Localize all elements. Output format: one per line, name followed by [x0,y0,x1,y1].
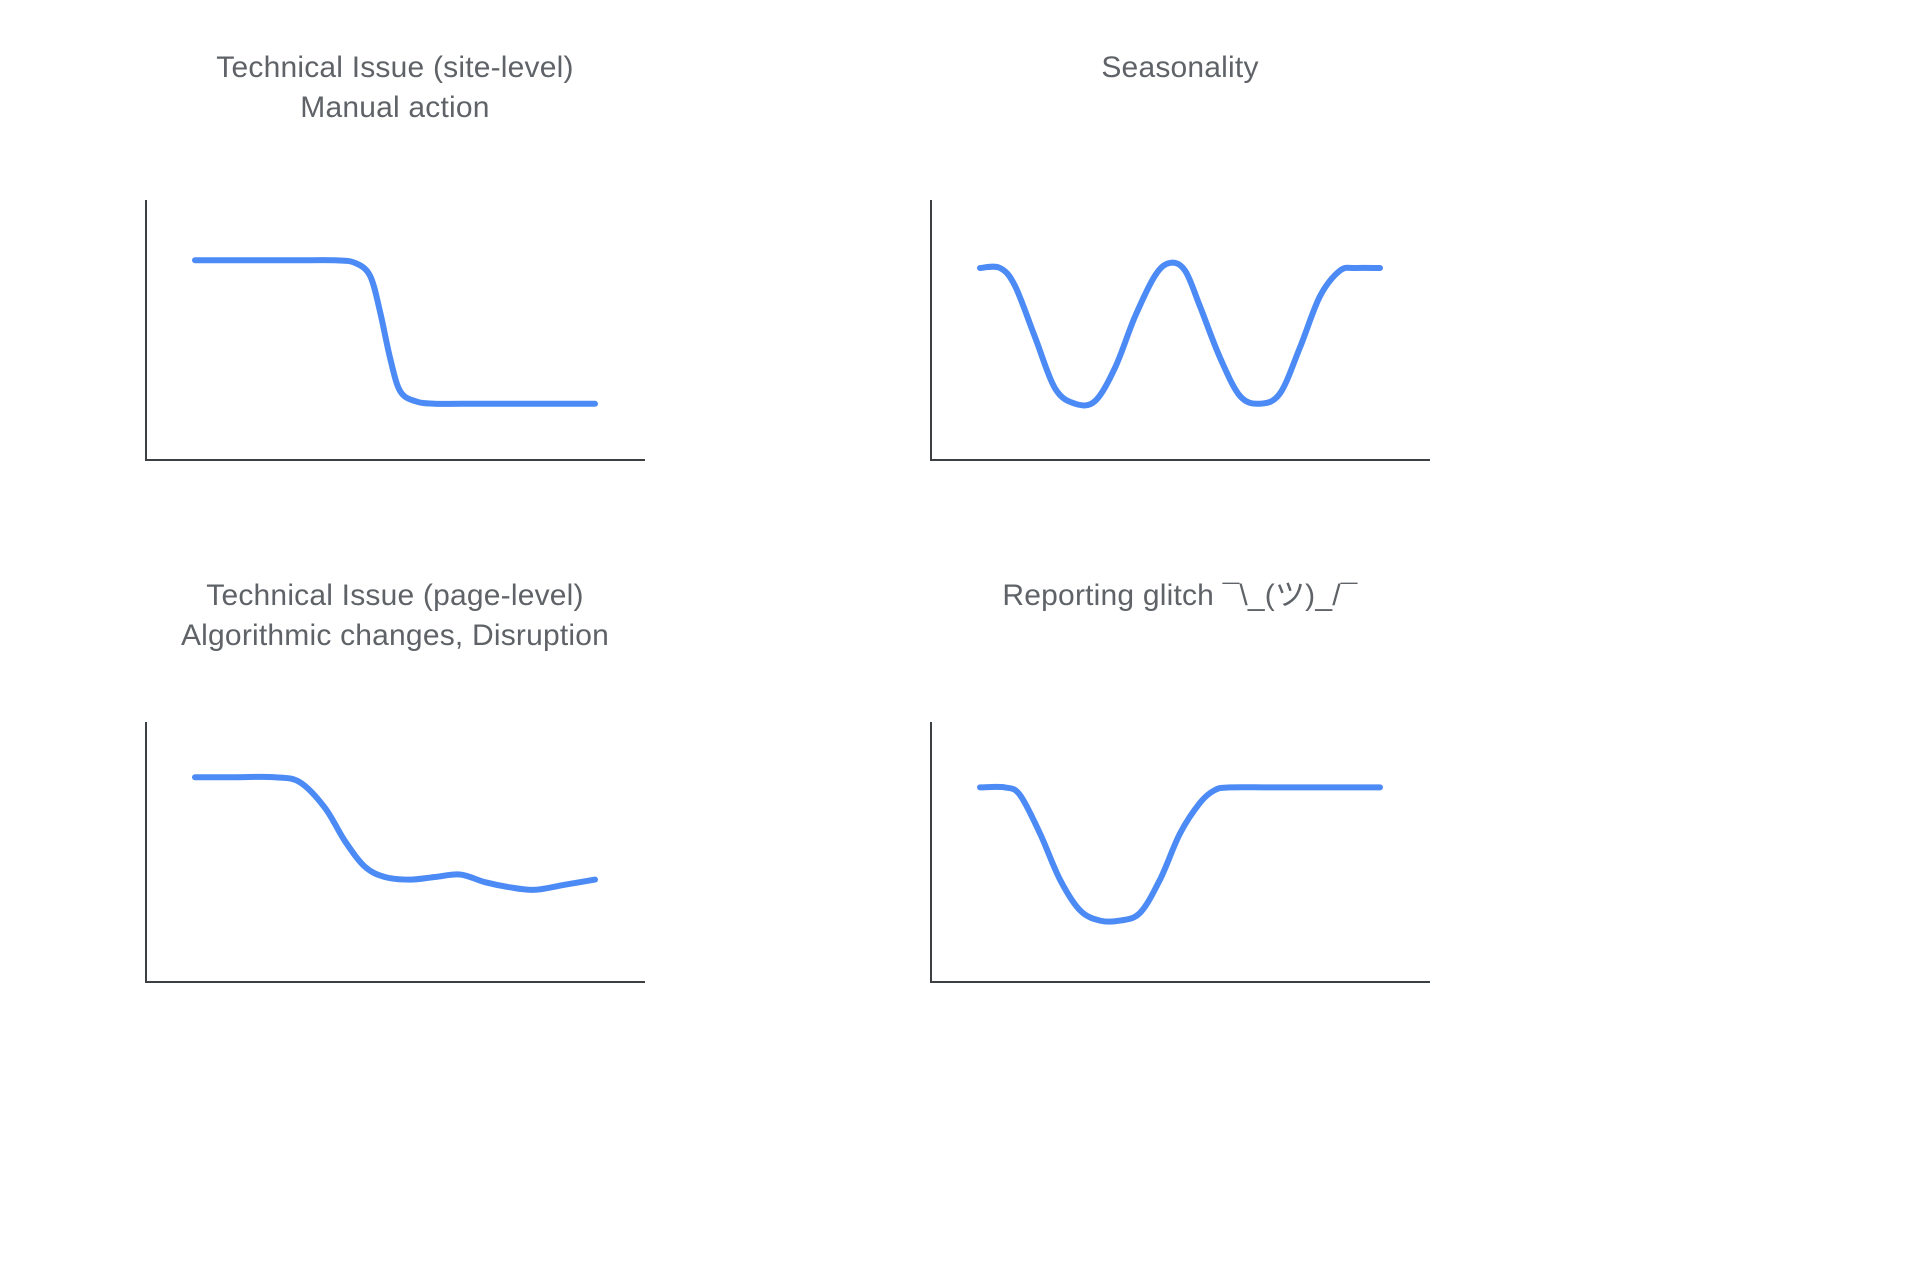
chart-panel-site-level: Technical Issue (site-level) Manual acti… [145,48,645,518]
chart-panel-page-level: Technical Issue (page-level) Algorithmic… [145,576,645,1046]
line-chart [930,722,1430,983]
line-chart [930,200,1430,461]
series-line [977,259,1383,409]
chart-title: Reporting glitch ¯\_(ツ)_/¯ [1002,579,1358,612]
chart-title: Technical Issue (site-level) Manual acti… [216,51,574,124]
chart-panel-reporting-glitch: Reporting glitch ¯\_(ツ)_/¯ [930,576,1430,1046]
line-chart [145,200,645,461]
line-chart [145,722,645,983]
chart-title: Technical Issue (page-level) Algorithmic… [180,579,610,652]
chart-title: Seasonality [1101,51,1259,84]
series-line [977,783,1383,925]
series-line [192,773,598,893]
chart-panel-seasonality: Seasonality [930,48,1430,518]
series-line [192,257,598,407]
